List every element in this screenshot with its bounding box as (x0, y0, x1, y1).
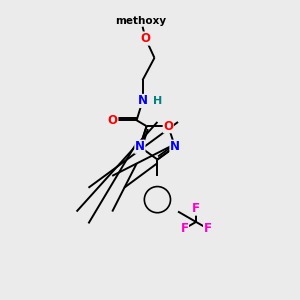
Text: methoxy: methoxy (116, 16, 166, 26)
Text: F: F (181, 222, 188, 235)
Text: N: N (170, 140, 180, 153)
Text: O: O (163, 120, 173, 133)
Text: O: O (108, 114, 118, 127)
Text: H: H (153, 96, 162, 106)
Text: F: F (192, 202, 200, 215)
Text: O: O (140, 32, 151, 45)
Text: N: N (135, 140, 145, 153)
Text: N: N (138, 94, 148, 107)
Text: F: F (204, 222, 212, 235)
